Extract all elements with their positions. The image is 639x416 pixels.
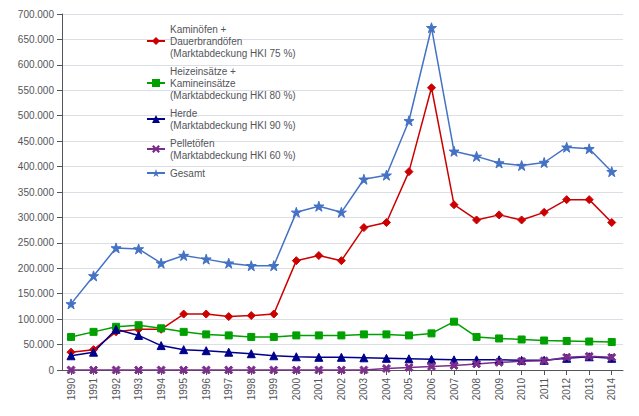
svg-text:650.000: 650.000: [18, 34, 55, 45]
svg-text:50.000: 50.000: [23, 339, 54, 350]
svg-text:2011: 2011: [539, 378, 550, 400]
svg-text:0: 0: [48, 365, 54, 376]
svg-text:Dauerbrandöfen: Dauerbrandöfen: [170, 36, 242, 47]
svg-text:500.000: 500.000: [18, 110, 55, 121]
svg-text:Gesamt: Gesamt: [170, 168, 205, 179]
svg-text:1990: 1990: [66, 378, 77, 401]
svg-text:150.000: 150.000: [18, 288, 55, 299]
svg-text:1999: 1999: [268, 378, 279, 401]
svg-text:2012: 2012: [561, 378, 572, 401]
svg-text:250.000: 250.000: [18, 237, 55, 248]
svg-text:1998: 1998: [246, 378, 257, 401]
svg-text:1992: 1992: [111, 378, 122, 401]
svg-text:Pelletöfen: Pelletöfen: [170, 138, 214, 149]
svg-text:2013: 2013: [584, 378, 595, 401]
svg-text:1991: 1991: [88, 378, 99, 401]
svg-text:2014: 2014: [606, 378, 617, 401]
svg-text:(Marktabdeckung HKI 60 %): (Marktabdeckung HKI 60 %): [170, 150, 296, 161]
svg-text:Kamineinsätze: Kamineinsätze: [170, 78, 236, 89]
svg-text:2006: 2006: [426, 378, 437, 401]
svg-text:350.000: 350.000: [18, 187, 55, 198]
svg-text:100.000: 100.000: [18, 314, 55, 325]
svg-text:1996: 1996: [201, 378, 212, 401]
svg-text:1995: 1995: [178, 378, 189, 401]
svg-text:(Marktabdeckung HKI 80 %): (Marktabdeckung HKI 80 %): [170, 90, 296, 101]
svg-text:400.000: 400.000: [18, 161, 55, 172]
svg-text:2008: 2008: [471, 378, 482, 401]
svg-text:200.000: 200.000: [18, 263, 55, 274]
svg-text:Kaminöfen +: Kaminöfen +: [170, 24, 227, 35]
svg-text:600.000: 600.000: [18, 59, 55, 70]
svg-text:2001: 2001: [313, 378, 324, 401]
svg-text:450.000: 450.000: [18, 136, 55, 147]
svg-text:2007: 2007: [449, 378, 460, 401]
svg-text:1993: 1993: [133, 378, 144, 401]
svg-text:550.000: 550.000: [18, 85, 55, 96]
svg-text:2003: 2003: [358, 378, 369, 401]
svg-text:700.000: 700.000: [18, 9, 55, 20]
svg-text:Heizeinsätze +: Heizeinsätze +: [170, 66, 236, 77]
svg-text:2004: 2004: [381, 378, 392, 401]
svg-text:2005: 2005: [403, 378, 414, 401]
svg-text:(Marktabdeckung HKI 75 %): (Marktabdeckung HKI 75 %): [170, 48, 296, 59]
svg-text:2009: 2009: [494, 378, 505, 401]
svg-text:1997: 1997: [223, 378, 234, 401]
svg-text:Herde: Herde: [170, 108, 198, 119]
svg-text:(Marktabdeckung HKI 90 %): (Marktabdeckung HKI 90 %): [170, 120, 296, 131]
svg-text:1994: 1994: [156, 378, 167, 401]
svg-text:300.000: 300.000: [18, 212, 55, 223]
svg-text:2010: 2010: [516, 378, 527, 401]
svg-text:2000: 2000: [291, 378, 302, 401]
svg-text:2002: 2002: [336, 378, 347, 401]
